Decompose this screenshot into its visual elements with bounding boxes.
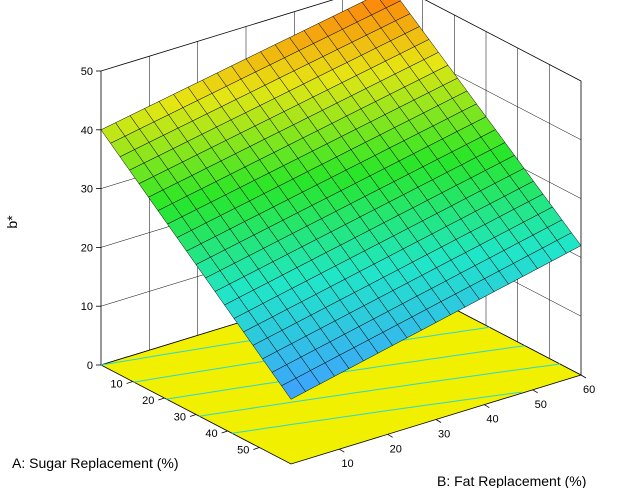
y-tick-label: 20 bbox=[390, 443, 402, 455]
z-tick-label: 10 bbox=[81, 301, 93, 313]
y-tick-label: 40 bbox=[486, 414, 498, 426]
y-tick-label: 50 bbox=[535, 399, 547, 411]
z-tick-label: 30 bbox=[81, 184, 93, 196]
x-axis-label: A: Sugar Replacement (%) bbox=[12, 455, 179, 471]
y-axis-label: B: Fat Replacement (%) bbox=[437, 473, 586, 488]
z-tick-label: 40 bbox=[81, 125, 93, 137]
x-tick-label: 10 bbox=[110, 379, 122, 391]
x-tick-label: 30 bbox=[174, 412, 186, 424]
x-tick-label: 40 bbox=[205, 428, 217, 440]
x-tick-label: 20 bbox=[142, 395, 154, 407]
z-tick-label: 20 bbox=[81, 242, 93, 254]
z-tick-label: 50 bbox=[81, 66, 93, 78]
x-tick-label: 50 bbox=[237, 445, 249, 457]
y-tick-label: 60 bbox=[583, 384, 595, 396]
y-tick-label: 10 bbox=[341, 458, 353, 470]
y-tick-label: 30 bbox=[438, 429, 450, 441]
z-axis-label: b* bbox=[4, 215, 20, 229]
z-tick-label: 0 bbox=[87, 360, 93, 372]
